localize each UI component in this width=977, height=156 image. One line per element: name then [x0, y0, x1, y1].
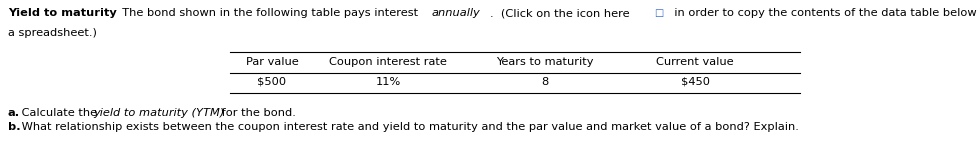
Text: 8: 8 [541, 77, 549, 87]
Text: Yield to maturity: Yield to maturity [8, 8, 116, 18]
Text: Years to maturity: Years to maturity [496, 57, 594, 67]
Text: a spreadsheet.): a spreadsheet.) [8, 28, 97, 38]
Text: □: □ [654, 8, 663, 18]
Text: $450: $450 [681, 77, 709, 87]
Text: yield to maturity (YTM): yield to maturity (YTM) [93, 108, 225, 118]
Text: $500: $500 [257, 77, 286, 87]
Text: Coupon interest rate: Coupon interest rate [329, 57, 446, 67]
Text: Par value: Par value [245, 57, 298, 67]
Text: Calculate the: Calculate the [18, 108, 101, 118]
Text: b.: b. [8, 122, 21, 132]
Text: .  (Click on the icon here: . (Click on the icon here [490, 8, 633, 18]
Text: a.: a. [8, 108, 21, 118]
Text: 11%: 11% [375, 77, 401, 87]
Text: The bond shown in the following table pays interest: The bond shown in the following table pa… [115, 8, 422, 18]
Text: in order to copy the contents of the data table below into: in order to copy the contents of the dat… [667, 8, 977, 18]
Text: Current value: Current value [657, 57, 734, 67]
Text: annually: annually [432, 8, 481, 18]
Text: for the bond.: for the bond. [218, 108, 296, 118]
Text: What relationship exists between the coupon interest rate and yield to maturity : What relationship exists between the cou… [18, 122, 799, 132]
